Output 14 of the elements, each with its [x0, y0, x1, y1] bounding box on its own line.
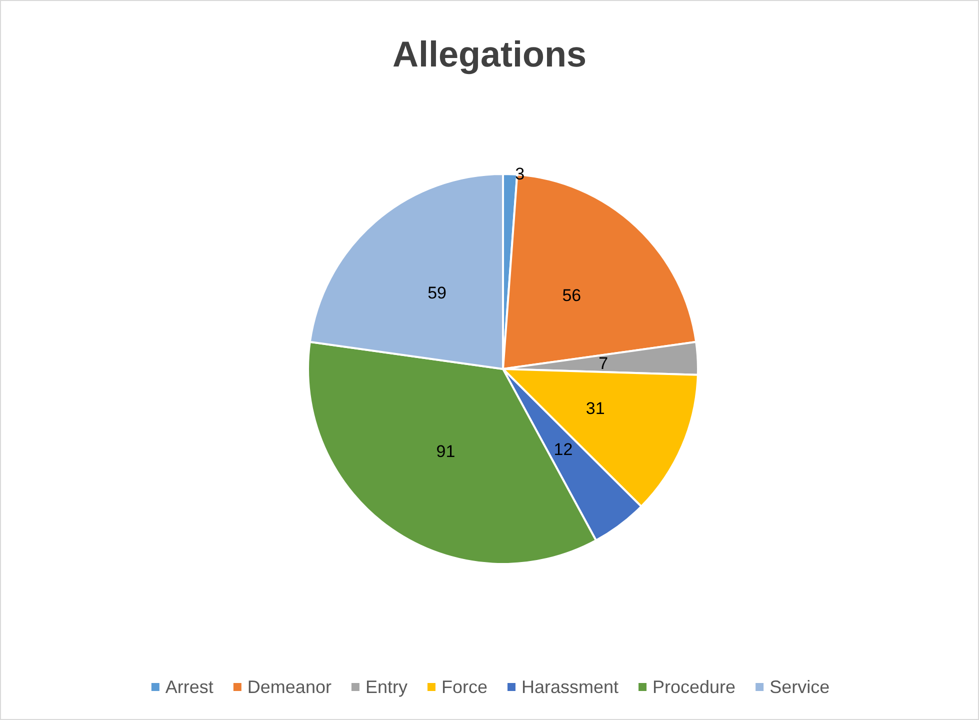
- legend-label: Entry: [365, 677, 408, 697]
- data-label: 56: [562, 286, 582, 306]
- data-label: 12: [554, 440, 573, 459]
- legend-label: Demeanor: [247, 677, 332, 697]
- data-label: 91: [436, 442, 456, 462]
- data-label: 7: [598, 354, 608, 374]
- legend-label: Service: [770, 677, 830, 697]
- chart-title: Allegations: [392, 34, 587, 74]
- legend-label: Harassment: [521, 677, 619, 697]
- data-label: 31: [586, 399, 605, 418]
- data-label: 59: [428, 284, 447, 303]
- legend-label: Procedure: [652, 677, 736, 697]
- legend-label: Force: [441, 677, 488, 697]
- legend-label: Arrest: [165, 677, 214, 697]
